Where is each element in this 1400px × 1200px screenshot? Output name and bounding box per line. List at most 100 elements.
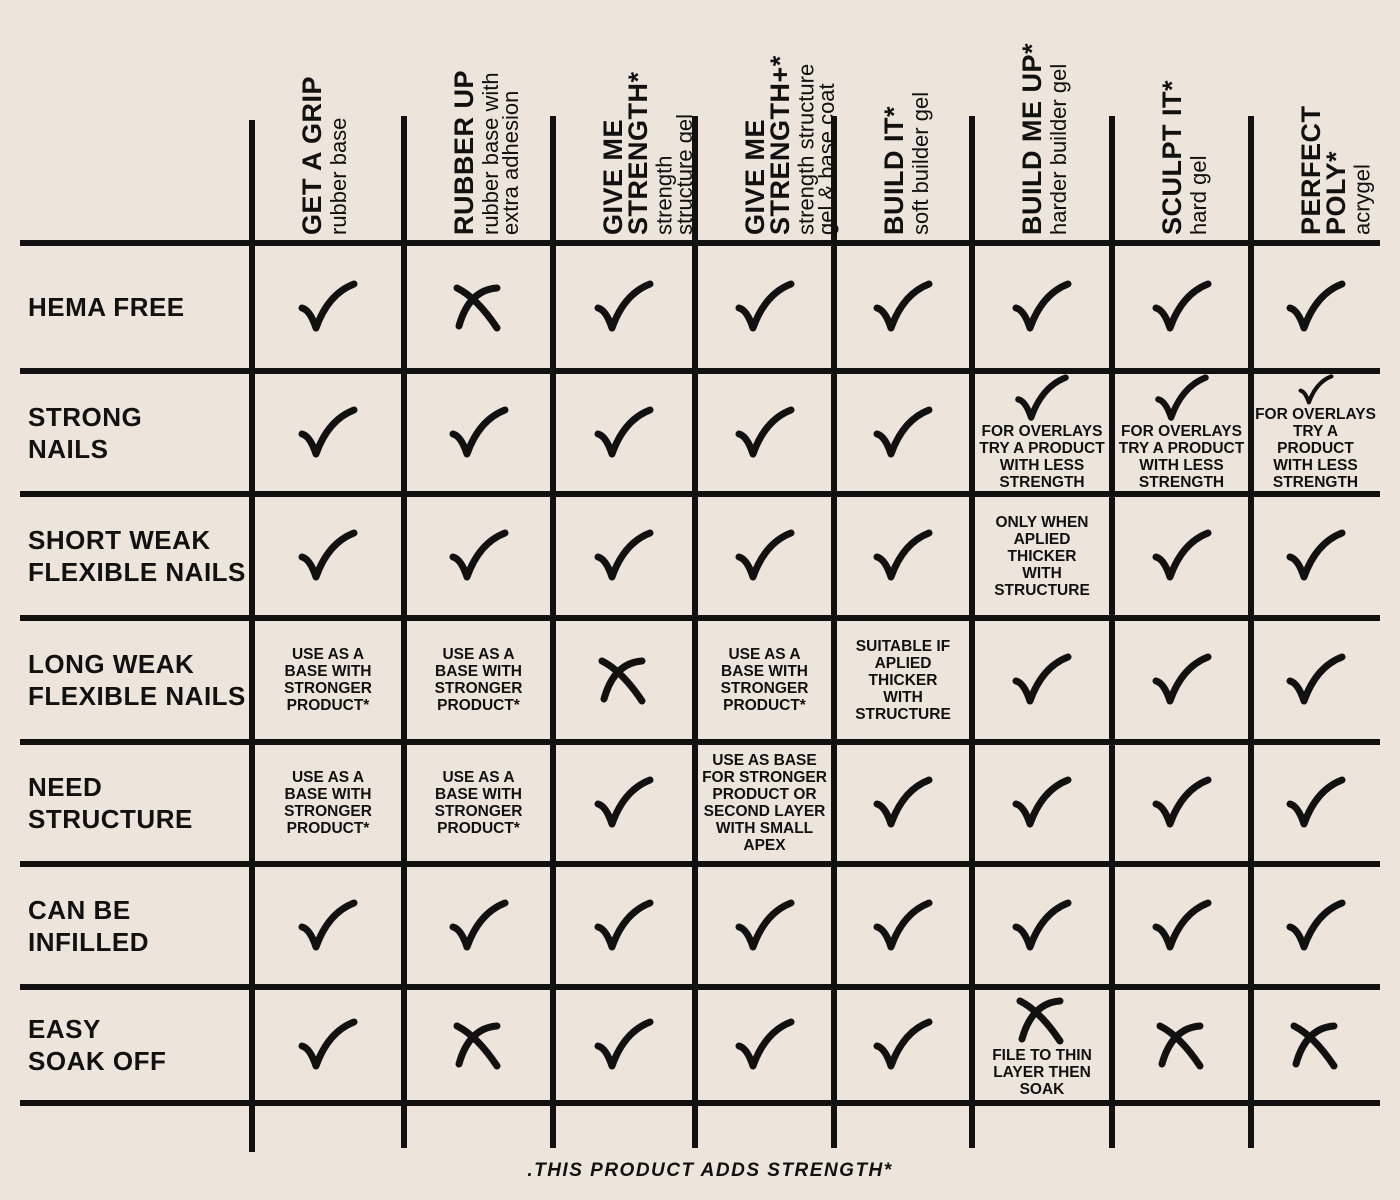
- check-mark: [1012, 280, 1072, 332]
- row-label-line: INFILLED: [28, 926, 149, 957]
- product-name-line: STRENGTH+*: [764, 55, 795, 235]
- product-name: SCULPT IT*: [1157, 10, 1187, 235]
- row-label: HEMA FREE: [28, 246, 185, 368]
- product-name: GIVE ME STRENGTH+*: [740, 10, 795, 235]
- cell-note-line: BASE WITH: [284, 786, 372, 803]
- check-stroke: [298, 899, 358, 950]
- check-mark: [1286, 899, 1345, 950]
- check-stroke: [735, 280, 794, 332]
- check-mark: [449, 406, 508, 457]
- table-cell: FOR OVERLAYS TRY A PRODUCT WITH LESS STRENG…: [1254, 374, 1377, 491]
- product-description: harder builder gel: [1046, 10, 1071, 235]
- cell-note: FOR OVERLAYS TRY A PRODUCT WITH LESS STRENG…: [979, 423, 1104, 491]
- cell-note-line: APLIED: [1013, 530, 1071, 548]
- check-mark: [1286, 280, 1345, 332]
- check-mark: [1152, 899, 1211, 950]
- cell-note-line: WITH SMALL: [715, 820, 814, 837]
- cell-note: USE AS A BASE WITH STRONGER PRODUCT*: [284, 769, 372, 837]
- check-mark: [298, 1018, 358, 1070]
- table-cell: [407, 867, 550, 984]
- cell-note-line: STRONGER: [284, 680, 372, 697]
- product-name-line: POLY*: [1320, 150, 1351, 235]
- cell-note: SUITABLE IF APLIED THICKER WITH STRUCTURE: [855, 638, 951, 723]
- product-name: PERFECT POLY*: [1296, 10, 1351, 235]
- product-name-line: BUILD ME UP*: [1017, 42, 1047, 235]
- row-label-line: HEMA FREE: [28, 292, 185, 322]
- table-cell: [1254, 246, 1377, 368]
- check-mark: [298, 280, 358, 332]
- table-cell: [1115, 867, 1248, 984]
- table-cell: [975, 745, 1109, 861]
- product-description: acrygel: [1350, 10, 1375, 235]
- cell-note-line: WITH: [1022, 564, 1062, 582]
- product-description: rubber base: [326, 10, 351, 235]
- check-mark: [1012, 776, 1072, 828]
- check-mark: [594, 776, 654, 828]
- cross-stroke: [600, 657, 646, 703]
- cell-note-line: USE AS BASE: [712, 752, 817, 769]
- cell-note-line: LAYER THEN: [993, 1063, 1091, 1081]
- cell-note-line: PRODUCT OR: [712, 786, 817, 803]
- check-mark: [1015, 374, 1069, 421]
- table-cell: [407, 374, 550, 491]
- table-cell: [556, 497, 692, 615]
- column-header: GIVE ME STRENGTH+* strength structure gel &…: [740, 10, 839, 235]
- product-description: soft builder gel: [908, 10, 933, 235]
- check-stroke: [594, 280, 654, 332]
- check-mark: [873, 529, 933, 581]
- table-cell: [255, 246, 401, 368]
- cross-mark: [598, 657, 646, 705]
- check-stroke: [298, 280, 358, 332]
- check-mark: [873, 776, 933, 828]
- cell-note-line: STRENGTH: [1138, 474, 1225, 491]
- cell-note-line: WITH: [883, 688, 923, 706]
- cell-note-line: STRONGER: [434, 680, 523, 697]
- check-mark: [873, 406, 933, 457]
- cell-note: USE AS BASE FOR STRONGER PRODUCT OR SECOND …: [702, 752, 827, 854]
- cell-note-line: BASE WITH: [435, 663, 522, 680]
- product-name: BUILD ME UP*: [1017, 10, 1047, 235]
- table-cell: [975, 621, 1109, 739]
- cell-note-line: FOR STRONGER: [702, 769, 827, 786]
- cell-note-line: THICKER: [868, 671, 938, 689]
- check-stroke: [735, 899, 794, 950]
- cell-note-line: USE AS A: [291, 769, 365, 786]
- row-label-line: FLEXIBLE NAILS: [28, 557, 246, 587]
- check-stroke: [735, 529, 794, 581]
- product-description-line: gel & base coat: [813, 83, 839, 235]
- check-stroke: [449, 529, 508, 581]
- cross-mark: [453, 284, 500, 332]
- check-stroke: [1015, 374, 1069, 421]
- table-cell: [837, 745, 969, 861]
- cell-note-line: PRODUCT*: [723, 697, 806, 714]
- product-name-line: STRENGTH*: [622, 71, 653, 235]
- cross-stroke: [1158, 1022, 1203, 1068]
- table-cell: SUITABLE IF APLIED THICKER WITH STRUCTURE: [837, 621, 969, 739]
- cell-note-line: FOR OVERLAYS: [1255, 406, 1376, 423]
- table-cell: FOR OVERLAYS TRY A PRODUCT WITH LESS STRENG…: [1115, 374, 1248, 491]
- check-mark: [1286, 529, 1345, 581]
- check-stroke: [873, 280, 933, 332]
- check-mark: [1012, 653, 1072, 705]
- check-stroke: [1298, 374, 1333, 405]
- cross-stroke: [453, 1022, 500, 1070]
- check-stroke: [1286, 529, 1345, 581]
- check-mark: [1286, 653, 1345, 705]
- check-stroke: [873, 899, 933, 950]
- check-stroke: [1152, 899, 1211, 950]
- row-label: SHORT WEAK FLEXIBLE NAILS: [28, 497, 246, 615]
- product-name-line: GET A GRIP: [297, 75, 327, 235]
- check-mark: [735, 1018, 794, 1070]
- table-cell: [975, 246, 1109, 368]
- row-label: STRONG NAILS: [28, 374, 142, 491]
- cell-note-line: STRENGTH: [1272, 474, 1359, 491]
- check-stroke: [1012, 280, 1072, 332]
- check-stroke: [1286, 899, 1345, 950]
- product-name: BUILD IT*: [879, 10, 909, 235]
- table-cell: USE AS A BASE WITH STRONGER PRODUCT*: [407, 621, 550, 739]
- table-cell: [255, 867, 401, 984]
- check-stroke: [1286, 776, 1345, 828]
- product-name-line: BUILD IT*: [879, 106, 909, 235]
